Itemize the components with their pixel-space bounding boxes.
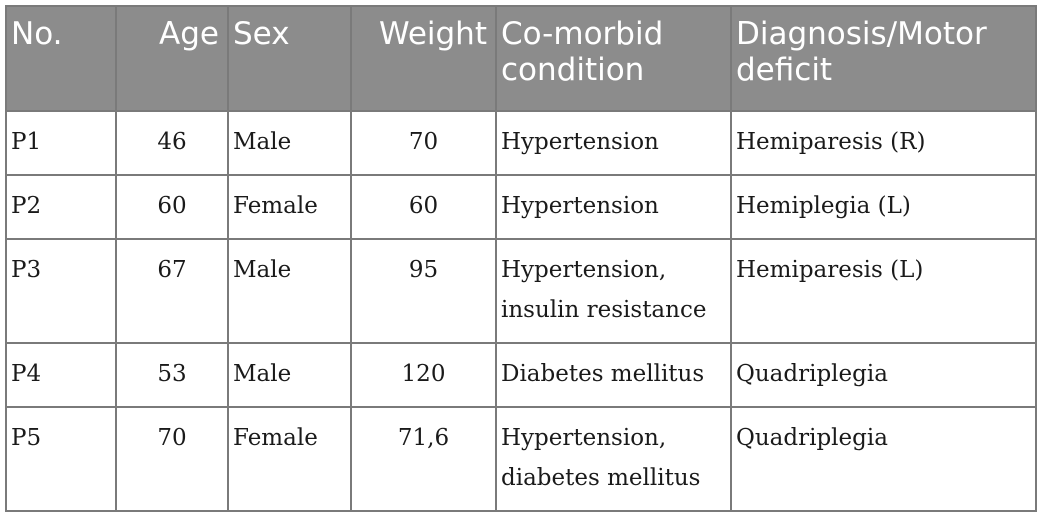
table-row: P5 70 Female 71,6 Hypertension, diabetes…: [5, 406, 1037, 512]
cell-diagnosis: Hemiparesis (L): [730, 238, 1037, 344]
cell-diagnosis: Quadriplegia: [730, 342, 1037, 408]
table-header: No. Age Sex Weight Co-morbid condition D…: [5, 5, 1037, 112]
cell-age: 67: [115, 238, 229, 344]
header-row: No. Age Sex Weight Co-morbid condition D…: [5, 5, 1037, 112]
header-weight: Weight: [350, 5, 497, 112]
table-body: P1 46 Male 70 Hypertension Hemiparesis (…: [5, 110, 1037, 512]
cell-weight: 71,6: [350, 406, 497, 512]
cell-weight: 60: [350, 174, 497, 240]
cell-no: P4: [5, 342, 117, 408]
cell-no: P1: [5, 110, 117, 176]
header-comorbid: Co-morbid condition: [495, 5, 732, 112]
cell-age: 46: [115, 110, 229, 176]
cell-age: 53: [115, 342, 229, 408]
cell-sex: Male: [227, 110, 352, 176]
cell-diagnosis: Hemiparesis (R): [730, 110, 1037, 176]
cell-no: P2: [5, 174, 117, 240]
cell-sex: Male: [227, 238, 352, 344]
cell-comorbid: Hypertension: [495, 110, 732, 176]
cell-no: P5: [5, 406, 117, 512]
cell-sex: Female: [227, 406, 352, 512]
cell-age: 60: [115, 174, 229, 240]
cell-comorbid: Hypertension, diabetes mellitus: [495, 406, 732, 512]
cell-weight: 70: [350, 110, 497, 176]
header-sex: Sex: [227, 5, 352, 112]
header-age: Age: [115, 5, 229, 112]
table-row: P3 67 Male 95 Hypertension, insulin resi…: [5, 238, 1037, 344]
cell-age: 70: [115, 406, 229, 512]
cell-no: P3: [5, 238, 117, 344]
patient-table: No. Age Sex Weight Co-morbid condition D…: [5, 5, 1037, 512]
cell-diagnosis: Quadriplegia: [730, 406, 1037, 512]
cell-comorbid: Diabetes mellitus: [495, 342, 732, 408]
header-no: No.: [5, 5, 117, 112]
cell-diagnosis: Hemiplegia (L): [730, 174, 1037, 240]
cell-weight: 120: [350, 342, 497, 408]
table-row: P4 53 Male 120 Diabetes mellitus Quadrip…: [5, 342, 1037, 408]
cell-sex: Male: [227, 342, 352, 408]
cell-comorbid: Hypertension: [495, 174, 732, 240]
cell-sex: Female: [227, 174, 352, 240]
cell-weight: 95: [350, 238, 497, 344]
cell-comorbid: Hypertension, insulin resistance: [495, 238, 732, 344]
header-diagnosis: Diagnosis/Motor deficit: [730, 5, 1037, 112]
table-row: P1 46 Male 70 Hypertension Hemiparesis (…: [5, 110, 1037, 176]
table-row: P2 60 Female 60 Hypertension Hemiplegia …: [5, 174, 1037, 240]
